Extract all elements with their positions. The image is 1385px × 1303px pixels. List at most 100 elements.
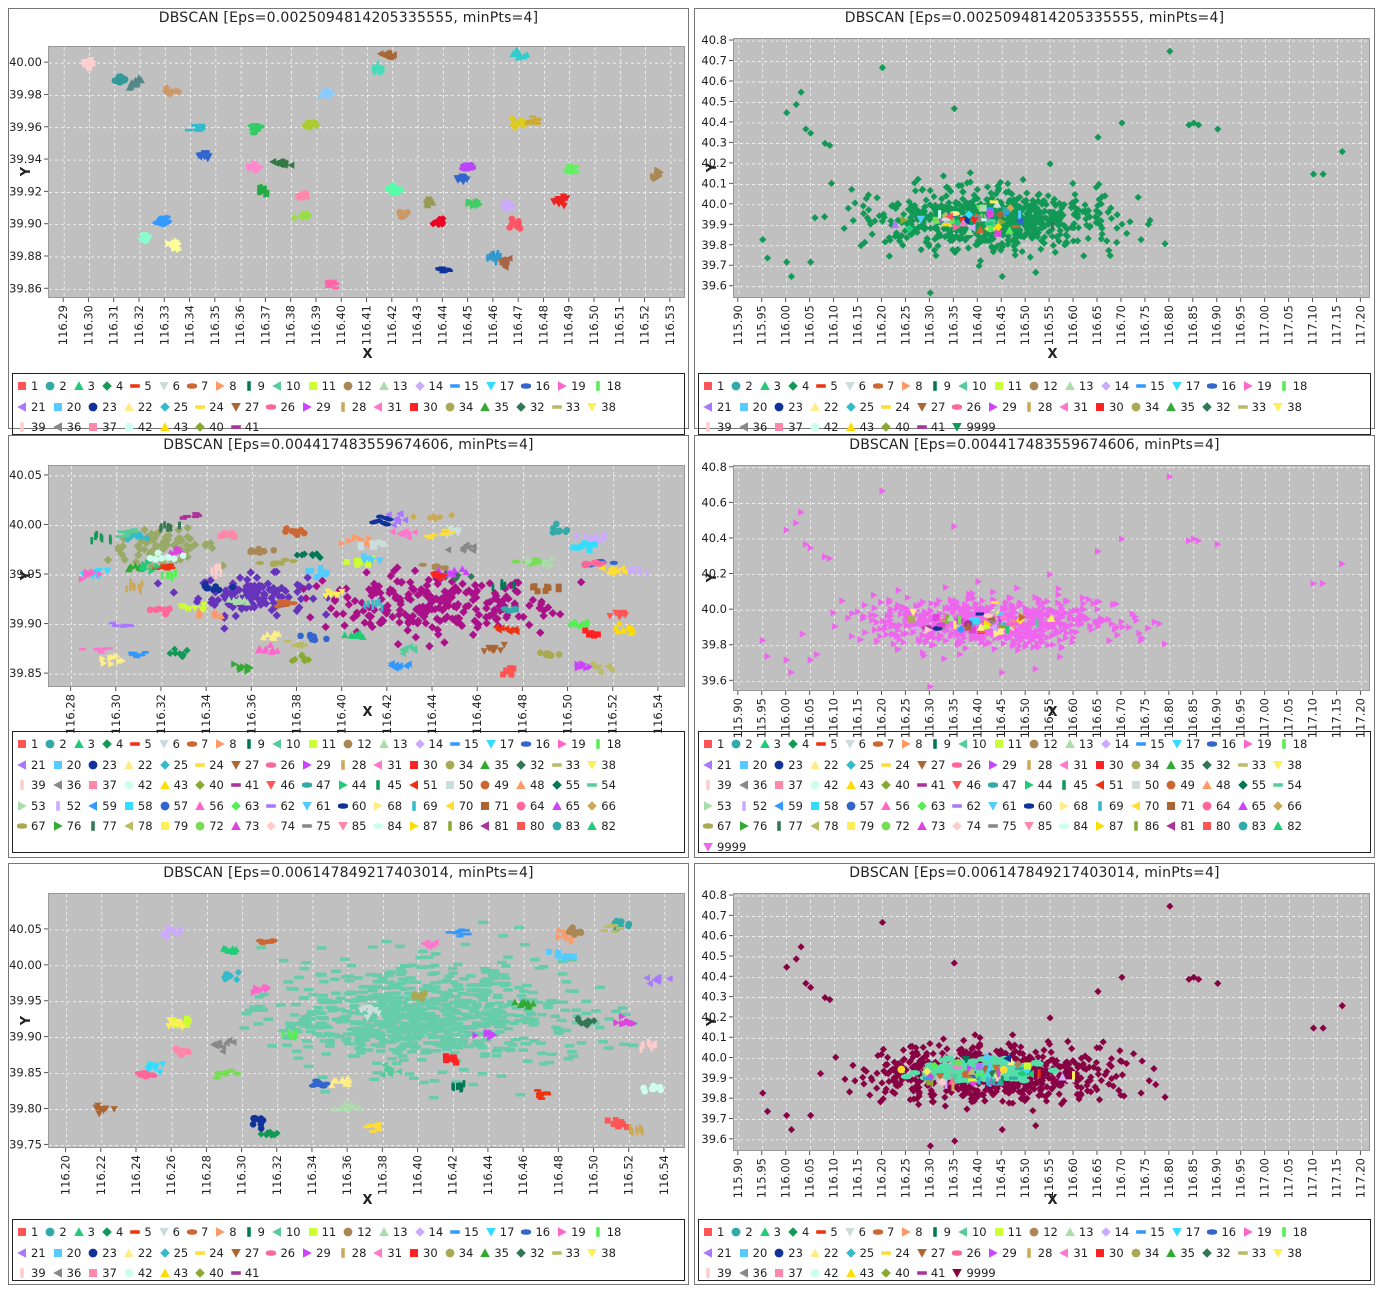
legend-item: 51 <box>409 778 438 792</box>
legend-label: 13 <box>1079 737 1094 751</box>
cluster-point <box>424 956 434 960</box>
cluster-point <box>570 544 576 550</box>
plot-area <box>48 46 685 298</box>
cluster-point <box>170 572 173 579</box>
legend-item: 64 <box>1202 799 1231 813</box>
noise-point <box>848 186 855 193</box>
legend-item: 31 <box>1059 400 1088 414</box>
legend-marker-icon <box>1136 381 1146 391</box>
legend-item: 52 <box>53 799 82 813</box>
legend-marker-icon <box>45 381 55 391</box>
legend-marker-icon <box>1166 780 1176 790</box>
noise-point <box>936 597 943 604</box>
cluster-point <box>331 992 341 996</box>
cluster-point <box>537 649 544 656</box>
legend-marker-icon <box>302 402 312 412</box>
cluster-point <box>282 603 290 607</box>
cluster-point <box>481 1025 491 1029</box>
cluster-point <box>185 129 192 132</box>
legend-marker-icon <box>195 821 205 831</box>
legend-item: 3 <box>74 379 95 393</box>
legend-marker-icon <box>994 381 1004 391</box>
y-tick-label: 40.5 <box>701 94 727 108</box>
cluster-point <box>321 623 329 631</box>
cluster-point <box>448 971 458 975</box>
legend-marker-icon <box>124 801 134 811</box>
noise-point <box>1339 148 1346 155</box>
x-tick-label: 116.32 <box>154 694 168 734</box>
legend-item: 83 <box>552 819 581 833</box>
legend-item: 39 <box>703 778 732 792</box>
legend-item: 25 <box>846 758 875 772</box>
legend-label: 13 <box>393 379 408 393</box>
legend-item: 1 <box>703 737 724 751</box>
noise-point <box>1115 631 1122 638</box>
legend-marker-icon <box>302 821 312 831</box>
legend-label: 26 <box>280 400 295 414</box>
legend-label: 86 <box>459 819 474 833</box>
noise-point <box>967 169 974 176</box>
legend-marker-icon <box>88 821 98 831</box>
cluster-point <box>95 531 98 538</box>
noise-point <box>1085 235 1092 242</box>
cluster-point <box>323 636 330 643</box>
legend-item: 14 <box>415 379 444 393</box>
cluster-point <box>403 964 413 968</box>
legend-item: 59 <box>774 799 803 813</box>
legend-label: 30 <box>1109 758 1124 772</box>
legend-label: 32 <box>1216 400 1231 414</box>
legend-label: 78 <box>138 819 153 833</box>
legend-label: 44 <box>1038 778 1053 792</box>
legend-item: 43 <box>160 420 189 434</box>
cluster-point <box>442 529 449 532</box>
legend-item: 25 <box>160 758 189 772</box>
noise-point <box>871 592 878 599</box>
noise-point <box>858 636 865 643</box>
legend-marker-icon <box>343 739 353 749</box>
legend-marker-icon <box>810 801 820 811</box>
legend-item: 41 <box>231 778 260 792</box>
legend-label: 10 <box>972 737 987 751</box>
legend-marker-icon <box>244 381 254 391</box>
legend-label: 34 <box>1145 400 1160 414</box>
cluster-point <box>318 565 324 571</box>
legend-label: 73 <box>931 819 946 833</box>
legend-label: 6 <box>859 379 866 393</box>
legend-item: 30 <box>409 400 438 414</box>
legend-label: 2 <box>59 737 66 751</box>
legend-item: 83 <box>1238 819 1267 833</box>
legend-label: 2 <box>745 737 752 751</box>
cluster-point <box>327 604 335 612</box>
noise-point <box>759 236 766 243</box>
cluster-point <box>332 287 339 290</box>
legend-label: 27 <box>931 758 946 772</box>
legend-item: 24 <box>881 758 910 772</box>
legend-marker-icon <box>17 402 27 412</box>
cluster-point <box>289 559 297 563</box>
cluster-point <box>501 976 511 980</box>
cluster-point <box>565 1044 575 1048</box>
y-tick-label: 40.3 <box>701 135 727 149</box>
legend-label: 37 <box>788 778 803 792</box>
legend-marker-icon <box>552 801 562 811</box>
cluster-point <box>220 570 223 577</box>
legend-marker-icon <box>774 402 784 412</box>
legend-marker-icon <box>703 842 713 852</box>
legend-marker-icon <box>1202 402 1212 412</box>
cluster-point <box>546 651 553 658</box>
legend-item: 9 <box>930 737 951 751</box>
legend-item: 11 <box>994 737 1023 751</box>
cluster-point <box>229 584 236 591</box>
x-tick-label: 116.05 <box>803 305 817 345</box>
cluster-point <box>590 562 598 566</box>
cluster-point <box>288 162 295 169</box>
plot-area <box>733 38 1370 298</box>
legend-item: 82 <box>1273 819 1302 833</box>
legend-label: 28 <box>1038 400 1053 414</box>
scatter-svg <box>49 894 685 1148</box>
legend-label: 25 <box>174 400 189 414</box>
legend-item: 24 <box>195 400 224 414</box>
legend-marker-icon <box>1059 780 1069 790</box>
cluster-point <box>423 535 430 538</box>
